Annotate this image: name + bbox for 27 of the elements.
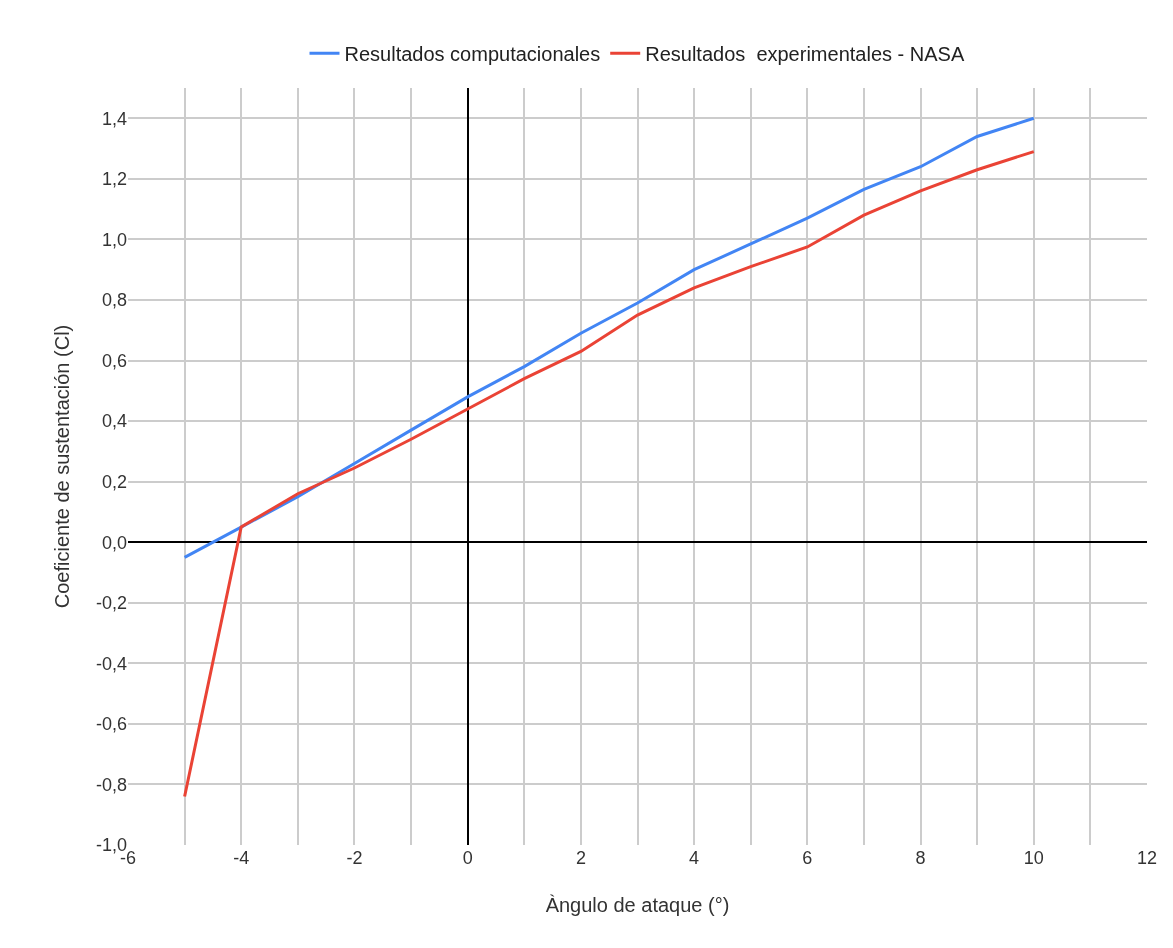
y-tick-label: 0,8 bbox=[101, 290, 127, 311]
line-series bbox=[183, 150, 1036, 799]
y-tick-label: 0,2 bbox=[101, 471, 127, 492]
x-tick-label: 12 bbox=[1136, 848, 1158, 868]
x-tick-label: 10 bbox=[1023, 848, 1044, 868]
x-tick-label: 8 bbox=[915, 848, 926, 868]
y-tick-label: 1,2 bbox=[101, 169, 127, 190]
x-tick-label: 2 bbox=[575, 848, 586, 868]
y-tick-label: 0,6 bbox=[101, 350, 127, 371]
y-tick-label: -0,6 bbox=[95, 714, 127, 735]
x-tick-label: -2 bbox=[346, 848, 363, 868]
x-tick-label: 4 bbox=[689, 848, 700, 868]
line-series bbox=[183, 116, 1036, 559]
y-tick-label: 0,0 bbox=[101, 532, 127, 553]
x-tick-label: -4 bbox=[233, 848, 250, 868]
x-tick-label: 6 bbox=[802, 848, 813, 868]
legend-label: Resultados experimentales - NASA bbox=[645, 43, 965, 66]
y-tick-label: 0,4 bbox=[101, 411, 127, 432]
y-axis-title: Coeficiente de sustentación (Cl) bbox=[51, 324, 74, 609]
x-tick-label: 0 bbox=[462, 848, 473, 868]
y-tick-label: -0,4 bbox=[95, 653, 127, 674]
y-tick-label: -0,2 bbox=[95, 593, 127, 614]
y-tick-label: -0,8 bbox=[95, 774, 127, 795]
legend-label: Resultados computacionales bbox=[344, 43, 601, 66]
y-tick-label: 1,4 bbox=[101, 108, 127, 129]
y-tick-label: 1,0 bbox=[101, 229, 127, 250]
x-axis-title: Àngulo de ataque (°) bbox=[545, 893, 730, 916]
